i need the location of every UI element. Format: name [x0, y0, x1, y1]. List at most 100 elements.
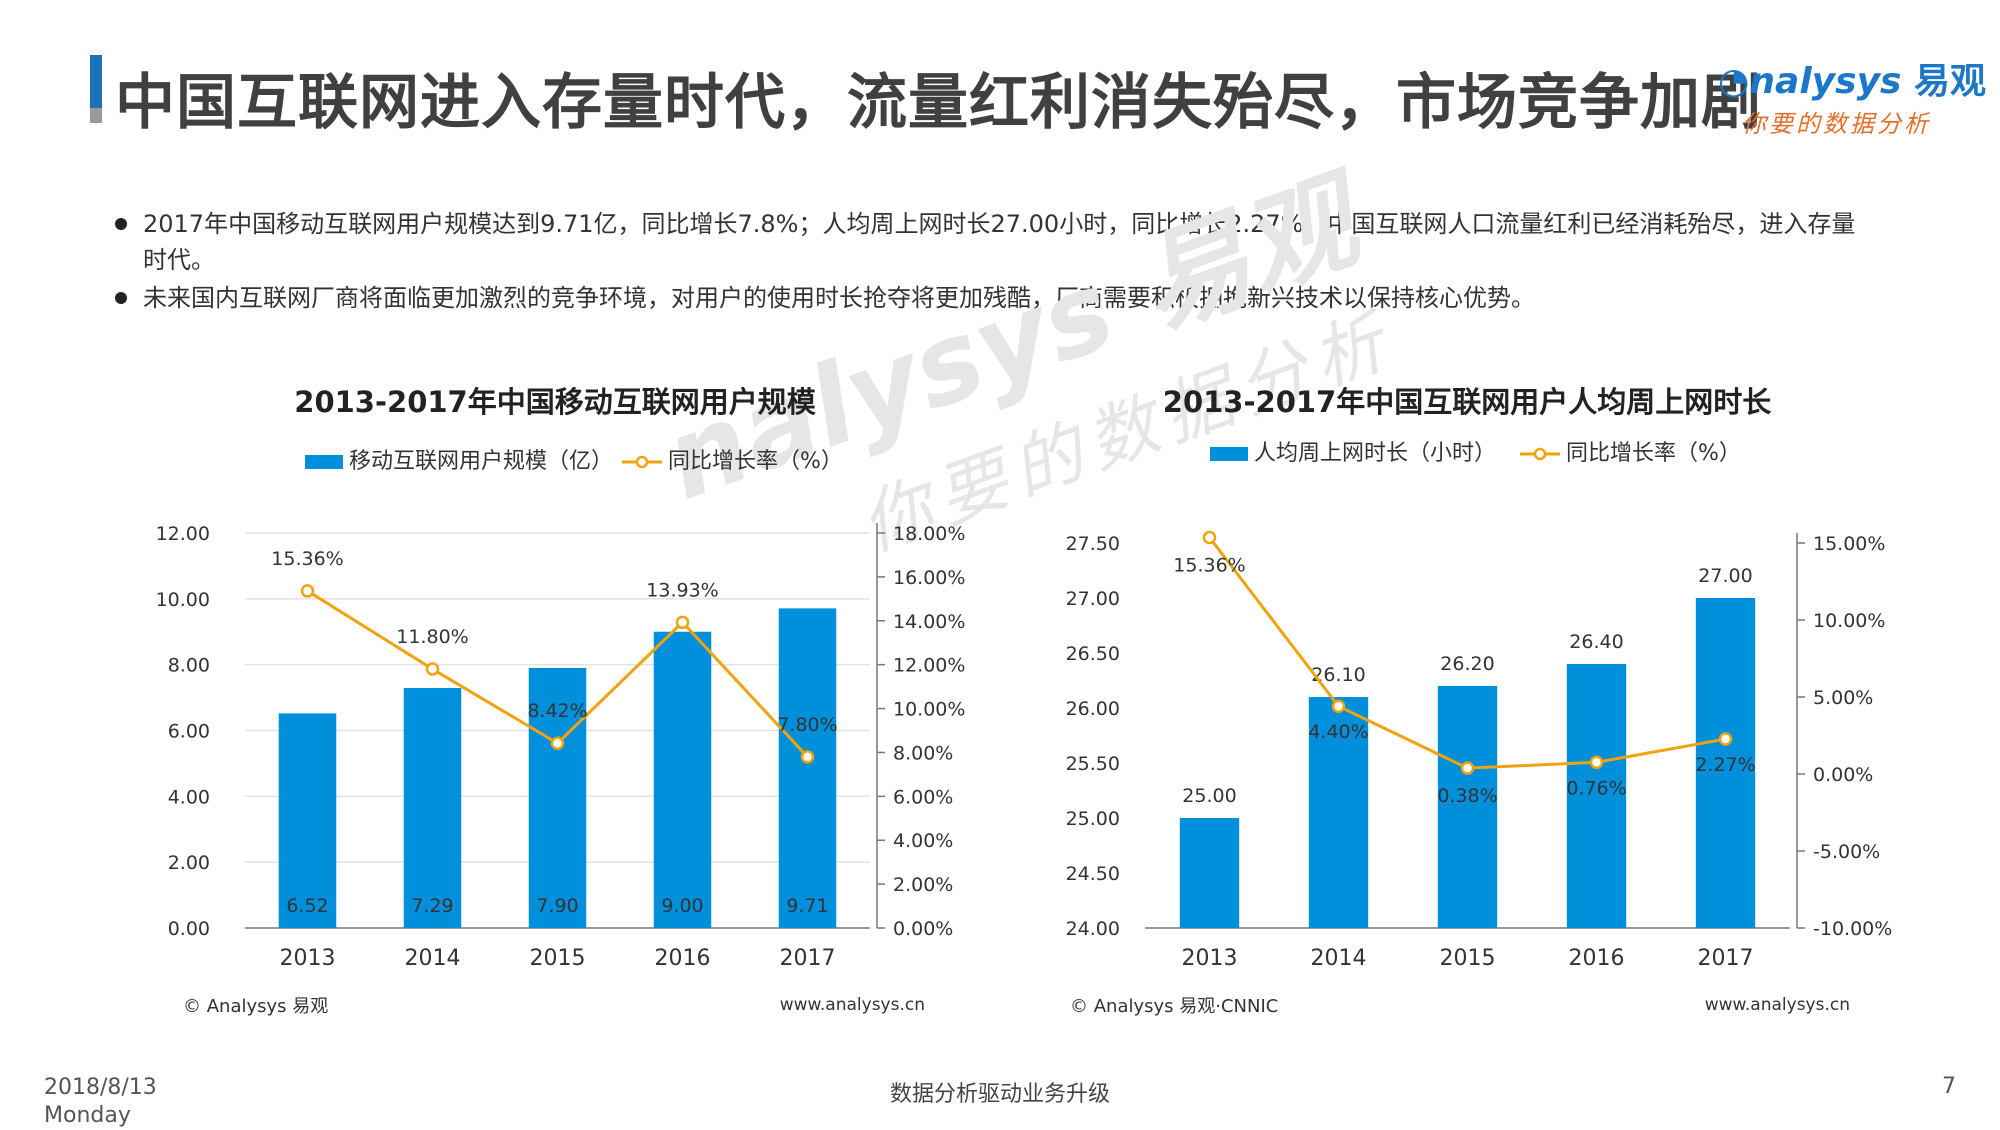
chart1-title: 2013-2017年中国移动互联网用户规模	[294, 385, 816, 419]
chart1-source-note: © Analysys 易观	[183, 996, 328, 1017]
page-number: 7	[1942, 1074, 1956, 1099]
chart2-y-right-tick-label: 15.00%	[1813, 533, 1885, 555]
chart1-bar-value-label: 7.29	[411, 895, 453, 917]
chart2-growth-label: 15.36%	[1173, 554, 1245, 576]
footer-date: 2018/8/13 Monday	[44, 1074, 157, 1130]
chart1-legend-bar-label: 移动互联网用户规模（亿）	[349, 449, 613, 474]
logo-text: nalysys	[1749, 61, 1902, 102]
chart1-bar	[278, 713, 337, 928]
chart2-growth-point	[1718, 732, 1733, 746]
chart1-growth-point	[425, 662, 440, 676]
chart1-bar-value-label: 7.90	[536, 895, 578, 917]
chart2-legend-bar-swatch	[1210, 447, 1248, 461]
chart2-y-left-tick-label: 25.00	[1066, 808, 1120, 830]
chart1-y-right-tick-label: 12.00%	[893, 655, 965, 677]
chart1-website-note: www.analysys.cn	[780, 995, 925, 1015]
chart2-growth-point	[1331, 699, 1346, 713]
chart2-growth-label: 4.40%	[1308, 721, 1368, 743]
bullet-list: 2017年中国移动互联网用户规模达到9.71亿，同比增长7.8%；人均周上网时长…	[115, 206, 1875, 318]
chart1-y-right-tick-label: 0.00%	[893, 918, 953, 940]
chart2-bar-value-label: 25.00	[1182, 785, 1236, 807]
chart1-x-tick-label: 2013	[280, 946, 336, 971]
logo-o-icon: ◔	[1718, 61, 1750, 102]
chart2-growth-label: 2.27%	[1695, 754, 1755, 776]
chart2-x-tick-label: 2016	[1569, 946, 1625, 971]
chart2-growth-point	[1460, 761, 1475, 775]
chart1-growth-label: 7.80%	[777, 714, 837, 736]
chart1-x-tick-label: 2014	[405, 946, 461, 971]
chart2-website-note: www.analysys.cn	[1705, 995, 1850, 1015]
chart1-y-left-tick-label: 4.00	[168, 786, 210, 808]
chart1-y-right-tick-label: 16.00%	[893, 567, 965, 589]
chart2-bar	[1695, 598, 1756, 928]
chart1-growth-point	[300, 584, 315, 598]
chart2-bar-value-label: 26.10	[1311, 664, 1365, 686]
chart1-growth-label: 11.80%	[396, 626, 468, 648]
chart1-bar	[653, 631, 712, 928]
chart1-growth-point	[550, 736, 565, 750]
chart1-y-left-tick-label: 6.00	[168, 721, 210, 743]
chart1-growth-label: 8.42%	[527, 700, 587, 722]
logo-slogan: 你要的数据分析	[1742, 110, 1931, 138]
chart2-growth-label: 0.76%	[1566, 777, 1626, 799]
chart1-y-right-tick-label: 14.00%	[893, 611, 965, 633]
chart2-y-right-tick-label: 5.00%	[1813, 687, 1873, 709]
chart1-y-left-tick-label: 10.00	[156, 589, 210, 611]
chart2-growth-label: 0.38%	[1437, 785, 1497, 807]
chart1-x-tick-label: 2015	[530, 946, 586, 971]
chart2-y-left-tick-label: 26.00	[1066, 698, 1120, 720]
chart2-y-left-tick-label: 27.50	[1066, 533, 1120, 555]
chart2-y-right-tick-label: 0.00%	[1813, 764, 1873, 786]
chart2-y-left-tick-label: 24.50	[1066, 863, 1120, 885]
chart2-y-left-tick-label: 27.00	[1066, 588, 1120, 610]
title-accent-bar	[90, 55, 102, 123]
chart1-y-right-tick-label: 2.00%	[893, 874, 953, 896]
chart1-growth-point	[675, 615, 690, 630]
chart2-source-note: © Analysys 易观·CNNIC	[1070, 996, 1278, 1017]
chart2-bar-value-label: 26.40	[1569, 631, 1623, 653]
chart1-x-tick-label: 2017	[780, 946, 836, 971]
footer-weekday: Monday	[44, 1103, 131, 1128]
chart1-bar	[403, 688, 462, 928]
chart1-bar	[528, 667, 587, 928]
chart1-x-tick-label: 2016	[655, 946, 711, 971]
chart2-y-left-tick-label: 26.50	[1066, 643, 1120, 665]
chart2-bar	[1437, 686, 1498, 928]
chart2-legend-line-label: 同比增长率（%）	[1566, 441, 1741, 466]
chart1-bar-value-label: 6.52	[286, 895, 328, 917]
chart1-y-right-tick-label: 8.00%	[893, 742, 953, 764]
chart1-growth-label: 13.93%	[646, 579, 718, 601]
chart2-legend-line-marker	[1533, 447, 1547, 461]
chart1-y-left-tick-label: 8.00	[168, 655, 210, 677]
chart2-y-left-tick-label: 25.50	[1066, 753, 1120, 775]
page-title: 中国互联网进入存量时代，流量红利消失殆尽，市场竞争加剧	[115, 68, 1762, 138]
chart2-x-tick-label: 2017	[1698, 946, 1754, 971]
footer-slogan: 数据分析驱动业务升级	[889, 1082, 1110, 1107]
chart2-legend-bar-label: 人均周上网时长（小时）	[1254, 441, 1496, 466]
chart1-y-right-tick-label: 18.00%	[893, 523, 965, 545]
chart1-growth-label: 15.36%	[271, 548, 343, 570]
chart2-y-left-tick-label: 24.00	[1066, 918, 1120, 940]
chart2-bar	[1566, 664, 1627, 928]
chart2-bar-value-label: 26.20	[1440, 653, 1494, 675]
chart1-y-right-tick-label: 4.00%	[893, 830, 953, 852]
chart1-y-right-tick-label: 6.00%	[893, 786, 953, 808]
chart1-y-left-tick-label: 2.00	[168, 852, 210, 874]
bullet-item-1: 2017年中国移动互联网用户规模达到9.71亿，同比增长7.8%；人均周上网时长…	[115, 206, 1875, 278]
chart1-legend-bar-swatch	[305, 455, 343, 469]
chart1-bar-value-label: 9.00	[661, 895, 703, 917]
chart2-x-tick-label: 2014	[1311, 946, 1367, 971]
logo-cn: 易观	[1914, 61, 1987, 102]
chart2-title: 2013-2017年中国互联网用户人均周上网时长	[1163, 385, 1772, 419]
chart1-y-right-tick-label: 10.00%	[893, 699, 965, 721]
chart2-y-right-tick-label: 10.00%	[1813, 610, 1885, 632]
chart2-y-right-tick-label: -10.00%	[1813, 918, 1892, 940]
chart2-bar	[1179, 818, 1240, 928]
chart2-bar-value-label: 27.00	[1698, 565, 1752, 587]
chart2-y-right-tick-label: -5.00%	[1813, 841, 1880, 863]
chart1-growth-point	[800, 750, 815, 764]
footer-date-value: 2018/8/13	[44, 1075, 157, 1100]
title-accent-bar-grey	[90, 108, 102, 123]
chart2-x-tick-label: 2015	[1440, 946, 1496, 971]
